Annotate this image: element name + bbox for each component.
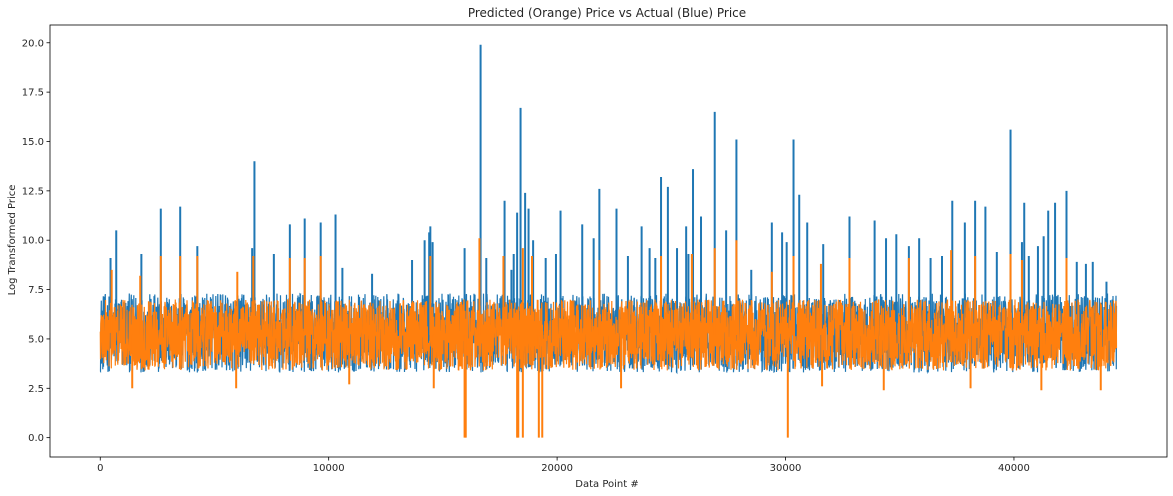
x-tick-label-3: 30000 <box>770 463 802 474</box>
axes: 0 10000 20000 30000 40000 0.0 2.5 5.0 7.5 10.0 12.… <box>22 24 1168 474</box>
y-tick-label-5: 12.5 <box>22 186 44 197</box>
x-tick-label-4: 40000 <box>998 463 1030 474</box>
series-line-predicted <box>99 238 1118 438</box>
chart-title: Predicted (Orange) Price vs Actual (Blue… <box>468 6 746 20</box>
x-tick-label-1: 10000 <box>313 463 345 474</box>
y-tick-label-0: 0.0 <box>28 433 44 444</box>
y-axis-label: Log Transformed Price <box>7 185 18 296</box>
y-tick-label-1: 2.5 <box>28 384 44 395</box>
y-tick-label-4: 10.0 <box>22 236 44 247</box>
x-tick-label-0: 0 <box>97 463 103 474</box>
series-band-1 <box>99 299 1118 371</box>
y-tick-label-3: 7.5 <box>28 285 44 296</box>
y-tick-label-8: 20.0 <box>22 38 44 49</box>
y-tick-label-6: 15.0 <box>22 137 44 148</box>
y-tick-label-7: 17.5 <box>22 88 44 99</box>
axes-frame <box>49 24 1168 458</box>
plot-area <box>99 44 1118 438</box>
y-tick-label-2: 5.0 <box>28 334 44 345</box>
x-axis-label: Data Point # <box>575 479 638 490</box>
x-tick-label-2: 20000 <box>541 463 573 474</box>
